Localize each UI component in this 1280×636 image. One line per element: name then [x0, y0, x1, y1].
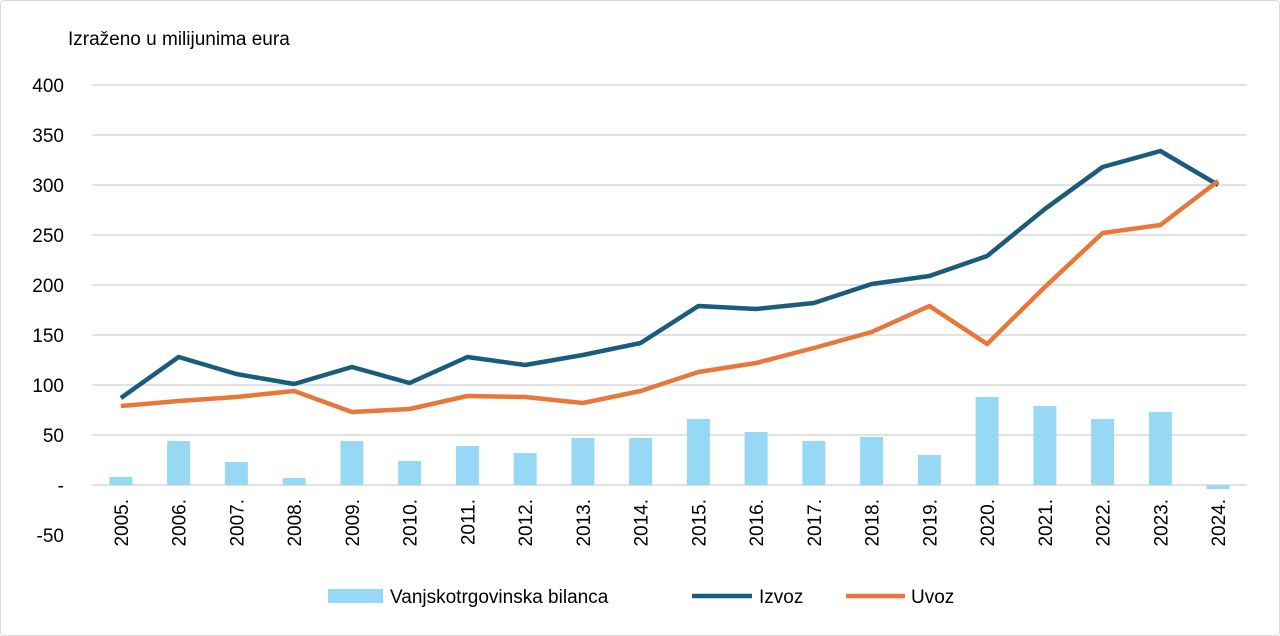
y-tick-label: 150 [32, 326, 64, 347]
bar-2009 [340, 441, 364, 485]
line-izvoz [119, 148, 1220, 400]
y-tick-label: - [58, 476, 64, 497]
bar-2018 [860, 437, 884, 485]
x-tick-label: 2005. [112, 499, 133, 547]
x-tick-label: 2024. [1209, 499, 1230, 547]
x-tick-label: 2011. [458, 499, 479, 545]
bar-2021 [1033, 406, 1057, 485]
x-tick-label: 2018. [863, 499, 884, 547]
x-tick-label: 2007. [227, 499, 248, 547]
x-tick-label: 2023. [1151, 499, 1172, 547]
y-tick-label: 250 [32, 226, 64, 247]
legend-label-izvoz: Izvoz [759, 587, 803, 608]
y-tick-label: 100 [32, 376, 64, 397]
bar-2014 [629, 438, 653, 485]
bar-2006 [167, 441, 191, 485]
legend-label-bilanca: Vanjskotrgovinska bilanca [390, 587, 609, 608]
bar-2024 [1206, 485, 1230, 489]
x-tick-label: 2010. [401, 499, 422, 547]
x-tick-label: 2020. [978, 499, 999, 547]
bar-2019 [917, 455, 941, 485]
bar-2008 [282, 478, 306, 485]
bar-2023 [1148, 412, 1172, 485]
bar-2012 [513, 453, 537, 485]
bar-2005 [109, 477, 133, 485]
y-tick-label: 50 [43, 426, 64, 447]
x-tick-label: 2009. [343, 499, 364, 547]
x-tick-label: 2012. [516, 499, 537, 547]
legend-swatch-bilanca [328, 589, 383, 603]
x-tick-label: 2014. [632, 499, 653, 547]
x-tick-label: 2022. [1094, 499, 1115, 547]
bar-2011 [455, 446, 479, 485]
bar-2017 [802, 441, 826, 485]
x-tick-label: 2019. [920, 499, 941, 547]
line-uvoz [120, 179, 1220, 415]
bar-2015 [686, 419, 710, 485]
bar-2020 [975, 397, 999, 485]
bar-2007 [224, 462, 248, 485]
y-tick-label: 200 [32, 276, 64, 297]
y-tick-label: 300 [32, 176, 64, 197]
x-tick-label: 2006. [170, 499, 191, 547]
bar-2016 [744, 432, 768, 485]
x-tick-label: 2017. [805, 499, 826, 547]
x-tick-label: 2008. [285, 499, 306, 547]
bar-2013 [571, 438, 595, 485]
legend-label-uvoz: Uvoz [911, 587, 954, 608]
bar-2022 [1091, 419, 1115, 485]
x-tick-label: 2015. [689, 499, 710, 547]
x-tick-label: 2013. [574, 499, 595, 547]
x-tick-label: 2016. [747, 499, 768, 547]
y-tick-label: 400 [32, 76, 64, 97]
y-tick-label: -50 [37, 526, 64, 547]
bar-2010 [398, 461, 422, 485]
x-tick-label: 2021. [1036, 499, 1057, 547]
y-tick-label: 350 [32, 126, 64, 147]
chart-subtitle: Izraženo u milijunima eura [68, 29, 290, 50]
